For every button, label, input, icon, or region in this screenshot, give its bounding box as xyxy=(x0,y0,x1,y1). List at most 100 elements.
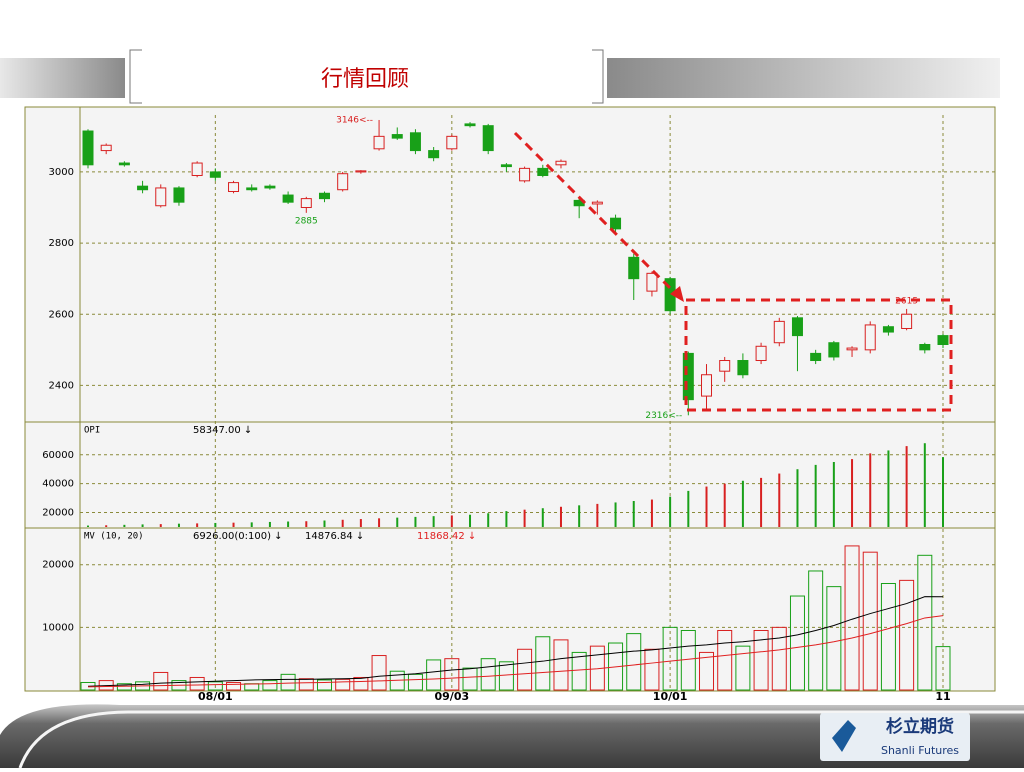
y-tick-label: 60000 xyxy=(42,450,74,461)
candle-body xyxy=(428,150,440,159)
candle-body xyxy=(482,125,494,152)
candle-body xyxy=(646,272,658,292)
candle-body xyxy=(318,192,330,200)
candle-body xyxy=(828,342,840,358)
volume-bar xyxy=(771,626,787,691)
volume-bar xyxy=(159,524,162,527)
y-tick-label: 10000 xyxy=(42,622,74,633)
y-tick-label: 3000 xyxy=(49,167,74,178)
chart-area xyxy=(24,106,996,692)
y-tick-label: 2600 xyxy=(49,309,74,320)
volume-bar xyxy=(571,651,587,691)
plot: 08/01 09/03 10/01 11 2400 2600 2800 3000 3146<--… xyxy=(25,107,995,703)
volume-bar xyxy=(189,676,205,691)
candle-body xyxy=(846,347,858,351)
slide-title: 行情回顾 xyxy=(321,67,409,92)
header-band xyxy=(607,58,1000,98)
volume-bar xyxy=(214,522,217,527)
candle-body xyxy=(228,182,240,192)
volume-bar xyxy=(717,629,733,691)
volume-bar xyxy=(541,508,544,527)
volume-bar xyxy=(487,513,490,527)
volume-bar xyxy=(432,516,435,527)
candle-body xyxy=(337,173,349,191)
volume-bar xyxy=(141,524,144,527)
volume-bar xyxy=(578,505,581,527)
volume-bar xyxy=(832,462,835,527)
volume-bar xyxy=(559,506,562,527)
volume-bar xyxy=(505,511,508,527)
annotation: 2615 xyxy=(895,296,918,306)
candle-body xyxy=(810,352,822,362)
volume-bar xyxy=(298,678,314,691)
volume-bar xyxy=(207,681,223,691)
title-frame xyxy=(129,49,604,104)
candle-body xyxy=(391,134,403,139)
volume-bar xyxy=(844,545,860,691)
x-tick-label: 08/01 xyxy=(198,690,233,703)
volume-bar xyxy=(444,658,460,691)
average-line xyxy=(87,615,944,688)
volume-bar xyxy=(426,659,442,691)
candle-body xyxy=(737,360,749,376)
volume-bar xyxy=(450,515,453,527)
volume-bar xyxy=(632,501,635,527)
volume-bar xyxy=(287,521,290,527)
panel-title: MV (10, 20) xyxy=(84,532,144,542)
volume-bar xyxy=(262,680,278,691)
volume-bar xyxy=(462,667,478,691)
volume-bar xyxy=(414,516,417,527)
volume-bar xyxy=(760,477,763,527)
candle-body xyxy=(300,198,312,209)
volume-bar xyxy=(851,459,854,527)
volume-bar xyxy=(935,646,951,691)
logo-name: 杉立期货 xyxy=(886,716,954,737)
volume-bar xyxy=(335,678,351,691)
volume-bar xyxy=(650,499,653,527)
panel-title: OPI xyxy=(84,426,100,436)
volume-bar xyxy=(687,490,690,527)
volume-bar xyxy=(789,595,805,691)
volume-bar xyxy=(923,443,926,527)
volume-bar xyxy=(741,480,744,527)
candle-body xyxy=(864,324,876,351)
volume-bar xyxy=(626,633,642,691)
volume-bar xyxy=(917,554,933,691)
candle-body xyxy=(773,320,785,344)
y-tick-label: 20000 xyxy=(42,560,74,571)
candle-body xyxy=(173,187,185,203)
candle-body xyxy=(500,164,512,168)
candle-body xyxy=(755,345,767,362)
candle-body xyxy=(610,217,622,230)
candle-body xyxy=(282,194,294,203)
average-line xyxy=(87,596,944,687)
candle-body xyxy=(100,144,112,152)
y-tick-label: 40000 xyxy=(42,479,74,490)
candle-body xyxy=(264,185,276,189)
volume-bar xyxy=(480,658,496,691)
candle-body xyxy=(882,326,894,333)
candle-body xyxy=(701,374,713,397)
volume-bar xyxy=(232,522,235,527)
annotation: 3146<-- xyxy=(336,115,373,125)
candle-body xyxy=(137,185,149,191)
x-tick-label: 09/03 xyxy=(435,690,470,703)
volume-bar xyxy=(880,583,896,691)
volume-bar xyxy=(523,509,526,527)
volume-bar xyxy=(905,446,908,527)
volume-bar xyxy=(699,651,715,691)
logo-mark xyxy=(832,720,856,752)
candle-body xyxy=(118,162,130,166)
trend-arrow xyxy=(513,131,680,298)
volume-bar xyxy=(753,629,769,691)
range-box xyxy=(684,298,953,412)
volume-bar xyxy=(705,486,708,527)
volume-bar xyxy=(116,683,132,691)
candle-body xyxy=(82,130,94,166)
volume-bar xyxy=(614,502,617,527)
legend-entry: 14876.84 ↓ xyxy=(305,531,364,542)
volume-bar xyxy=(644,648,660,691)
candle-body xyxy=(591,201,603,205)
volume-bar xyxy=(280,673,296,691)
volume-bar xyxy=(353,676,369,691)
